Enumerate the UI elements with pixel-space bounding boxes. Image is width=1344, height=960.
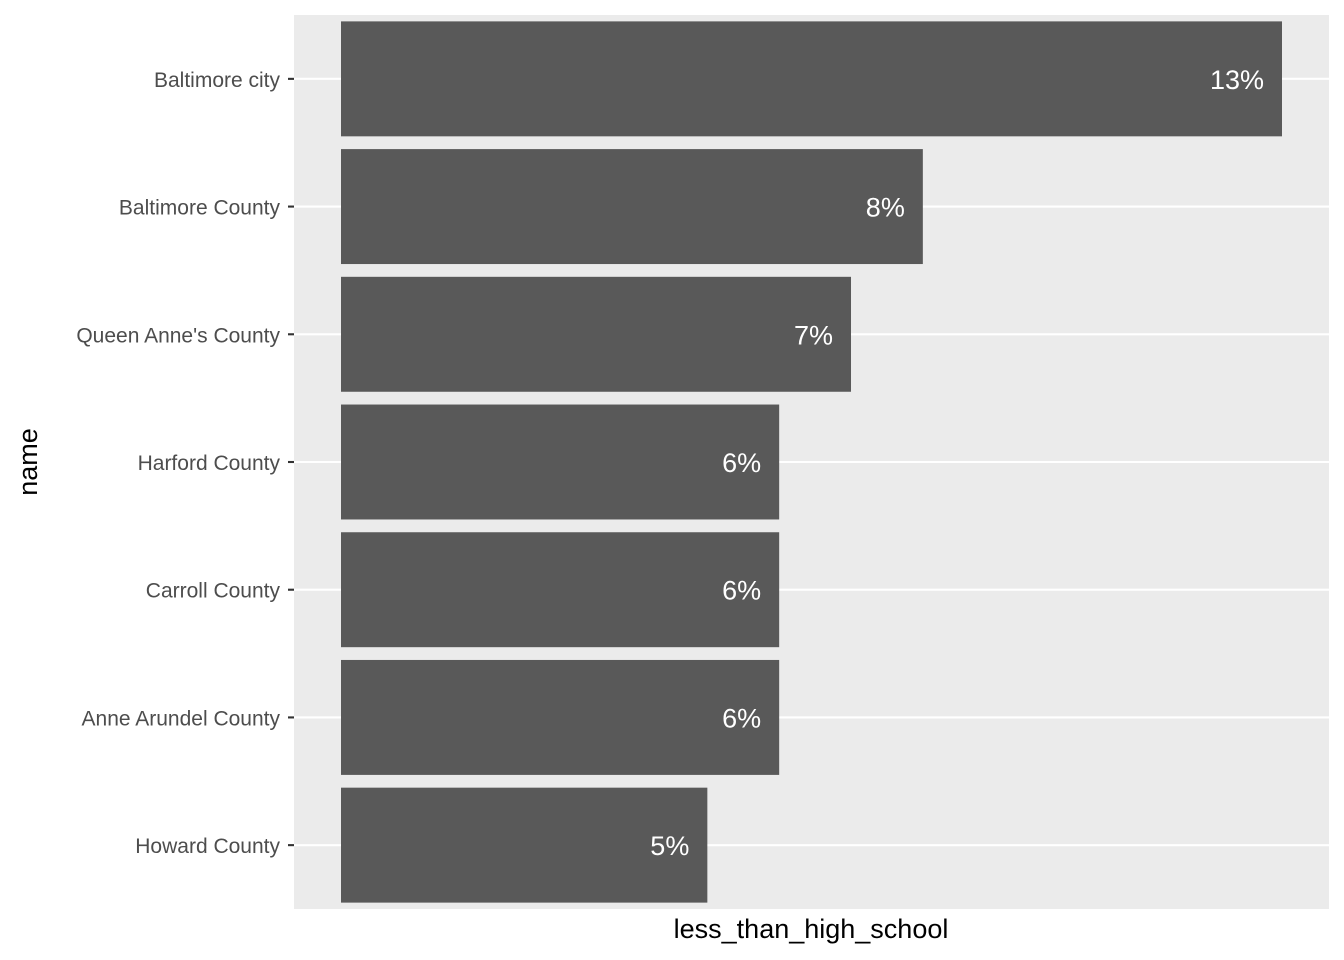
y-tick-label: Queen Anne's County: [76, 324, 280, 347]
data-label: 7%: [794, 320, 833, 350]
data-label: 13%: [1210, 65, 1264, 95]
y-tick-label: Howard County: [135, 835, 280, 858]
y-axis: Baltimore city Baltimore County Queen Anne…: [76, 69, 294, 858]
bar: [341, 404, 780, 520]
x-axis-title: less_than_high_school: [674, 914, 949, 944]
data-labels: 13% 8% 7% 6% 6% 6% 5%: [650, 65, 1264, 861]
y-axis-title: name: [13, 428, 43, 496]
bar: [341, 149, 923, 265]
data-label: 6%: [722, 576, 761, 606]
data-label: 5%: [650, 831, 689, 861]
y-tick-label: Baltimore County: [119, 197, 281, 220]
bar: [341, 532, 780, 648]
data-label: 6%: [722, 448, 761, 478]
data-label: 6%: [722, 703, 761, 733]
bar: [341, 659, 780, 775]
bars: [341, 21, 1282, 903]
bar: [341, 21, 1282, 137]
y-tick-label: Baltimore city: [154, 69, 281, 92]
y-tick-label: Carroll County: [146, 580, 281, 603]
y-tick-label: Anne Arundel County: [82, 707, 281, 730]
bar: [341, 787, 708, 903]
bar: [341, 276, 852, 392]
data-label: 8%: [866, 193, 905, 223]
y-tick-label: Harford County: [138, 452, 281, 475]
